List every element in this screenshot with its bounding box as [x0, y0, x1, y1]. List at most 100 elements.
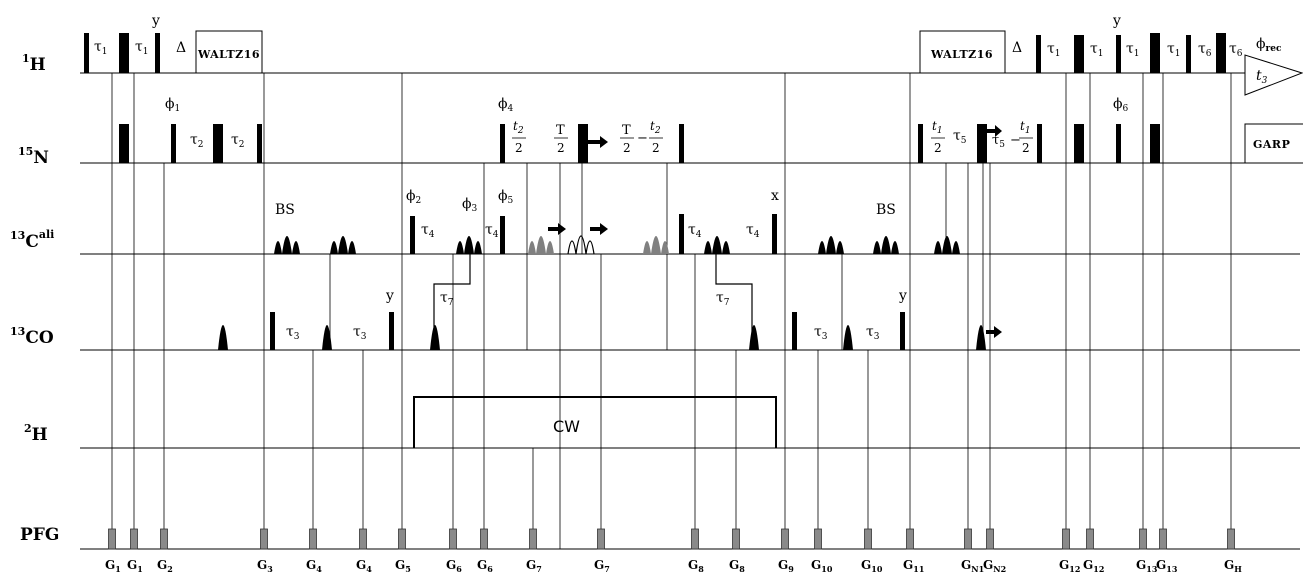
svg-text:2: 2 — [1022, 141, 1030, 155]
gradient-pulse — [1159, 528, 1167, 550]
svg-text:2: 2 — [623, 141, 631, 155]
svg-text:ϕrec: ϕrec — [1256, 36, 1282, 54]
label-15n: 15N — [18, 145, 49, 168]
svg-text:τ3: τ3 — [353, 324, 367, 342]
gradient-label: G12 — [1083, 558, 1104, 574]
gradient-label: GH — [1224, 558, 1242, 574]
svg-text:ϕ3: ϕ3 — [462, 196, 478, 214]
channel-13c-ali-events: BS BS ϕ2 τ4 ϕ3 τ4 ϕ5 τ4 τ4 x τ7 τ7 — [274, 188, 960, 350]
waltz16-box-left — [195, 30, 263, 74]
pfg-gradients: G1 G1 G2 G3 G4 G4 G5 G6 G6 G7 G7 G8 G8 G9 G10 G10 G11 GN1… — [105, 528, 1242, 574]
gradient-label: G13 — [1136, 558, 1158, 574]
gradient-label: G12 — [1059, 558, 1080, 574]
gradient-pulse — [781, 528, 789, 550]
gradient-pulse — [814, 528, 822, 550]
svg-text:τ4: τ4 — [746, 222, 760, 240]
svg-text:τ1: τ1 — [1047, 41, 1060, 59]
gradient-pulse — [964, 528, 972, 550]
waltz16-label-left: WALTZ16 — [197, 48, 260, 61]
svg-text:τ5: τ5 — [992, 133, 1005, 150]
gradient-pulse — [864, 528, 872, 550]
label-13c-ali: 13Cali — [10, 228, 54, 252]
gradient-pulse — [260, 528, 268, 550]
channel-2h-events: CW — [413, 396, 777, 448]
gradient-pulse — [130, 528, 138, 550]
gradient-pulse — [529, 528, 537, 550]
svg-text:y: y — [898, 288, 907, 304]
svg-text:τ1: τ1 — [94, 39, 107, 57]
label-2h: 2H — [24, 422, 48, 445]
svg-text:t2: t2 — [650, 119, 661, 136]
svg-text:BS: BS — [275, 202, 295, 218]
gradient-pulse — [309, 528, 317, 550]
svg-text:ϕ1: ϕ1 — [165, 96, 180, 114]
gradient-pulse — [108, 528, 116, 550]
svg-text:ϕ2: ϕ2 — [406, 188, 421, 206]
gradient-label: G10 — [861, 558, 883, 574]
gradient-label: G13 — [1156, 558, 1178, 574]
svg-text:t2: t2 — [513, 119, 524, 136]
svg-text:ϕ4: ϕ4 — [498, 96, 514, 114]
timing-lines — [111, 73, 1232, 549]
cw-decoupling-box — [413, 396, 777, 448]
svg-text:T: T — [622, 123, 631, 138]
gradient-pulse — [1086, 528, 1094, 550]
gradient-label: G1 — [105, 558, 121, 574]
svg-text:2: 2 — [934, 141, 942, 155]
waltz16-label-right: WALTZ16 — [930, 48, 993, 61]
svg-text:τ4: τ4 — [688, 222, 702, 240]
svg-text:−: − — [1010, 133, 1021, 148]
svg-text:τ3: τ3 — [866, 324, 880, 342]
svg-text:τ6: τ6 — [1198, 41, 1212, 59]
channel-labels: 1H 15N 13Cali 13CO 2H PFG — [10, 52, 59, 545]
svg-text:τ1: τ1 — [1090, 41, 1103, 59]
svg-text:T: T — [556, 123, 565, 138]
gradient-label: G3 — [257, 558, 273, 574]
svg-text:Δ: Δ — [176, 40, 186, 56]
svg-text:−: − — [637, 131, 648, 146]
channel-1h-events: WALTZ16 WALTZ16 τ1 τ1 y Δ Δ τ1 τ1 τ1 y τ… — [84, 13, 1303, 96]
svg-text:2: 2 — [515, 141, 523, 155]
svg-text:2: 2 — [652, 141, 660, 155]
gradient-pulse — [1227, 528, 1235, 550]
gradient-label: G5 — [395, 558, 411, 574]
waltz16-box-right — [919, 30, 1006, 74]
svg-text:t3: t3 — [1256, 68, 1268, 86]
gradient-label: G4 — [306, 558, 322, 574]
svg-text:Δ: Δ — [1012, 40, 1022, 56]
svg-text:τ6: τ6 — [1229, 41, 1243, 59]
gradient-label: G11 — [903, 558, 924, 574]
gradient-pulse — [597, 528, 605, 550]
gradient-pulse — [732, 528, 740, 550]
svg-text:τ2: τ2 — [190, 132, 203, 150]
gradient-pulse — [906, 528, 914, 550]
gradient-pulse — [691, 528, 699, 550]
garp-box — [1244, 123, 1303, 164]
svg-text:t1: t1 — [932, 119, 943, 136]
gradient-label: GN1 — [961, 558, 984, 574]
label-13co: 13CO — [10, 325, 54, 348]
gradient-label: G6 — [477, 558, 493, 574]
gradient-pulse — [1139, 528, 1147, 550]
gradient-pulse — [398, 528, 406, 550]
svg-text:y: y — [385, 288, 394, 304]
gradient-pulse — [1062, 528, 1070, 550]
svg-text:τ2: τ2 — [231, 132, 244, 150]
label-1h: 1H — [22, 52, 46, 75]
gradient-pulse — [480, 528, 488, 550]
svg-text:ϕ5: ϕ5 — [498, 188, 514, 206]
svg-text:τ7: τ7 — [440, 290, 454, 308]
acquisition-fid — [1244, 54, 1303, 96]
gradient-label: G2 — [157, 558, 173, 574]
gradient-label: GN2 — [983, 558, 1006, 574]
svg-text:y: y — [151, 13, 160, 29]
svg-text:t1: t1 — [1020, 119, 1031, 136]
gradient-pulse — [160, 528, 168, 550]
gradient-label: G10 — [811, 558, 833, 574]
svg-text:x: x — [771, 188, 779, 204]
label-pfg: PFG — [20, 525, 59, 545]
gradient-label: G7 — [526, 558, 542, 574]
svg-text:y: y — [1112, 13, 1121, 29]
gradient-label: G4 — [356, 558, 372, 574]
